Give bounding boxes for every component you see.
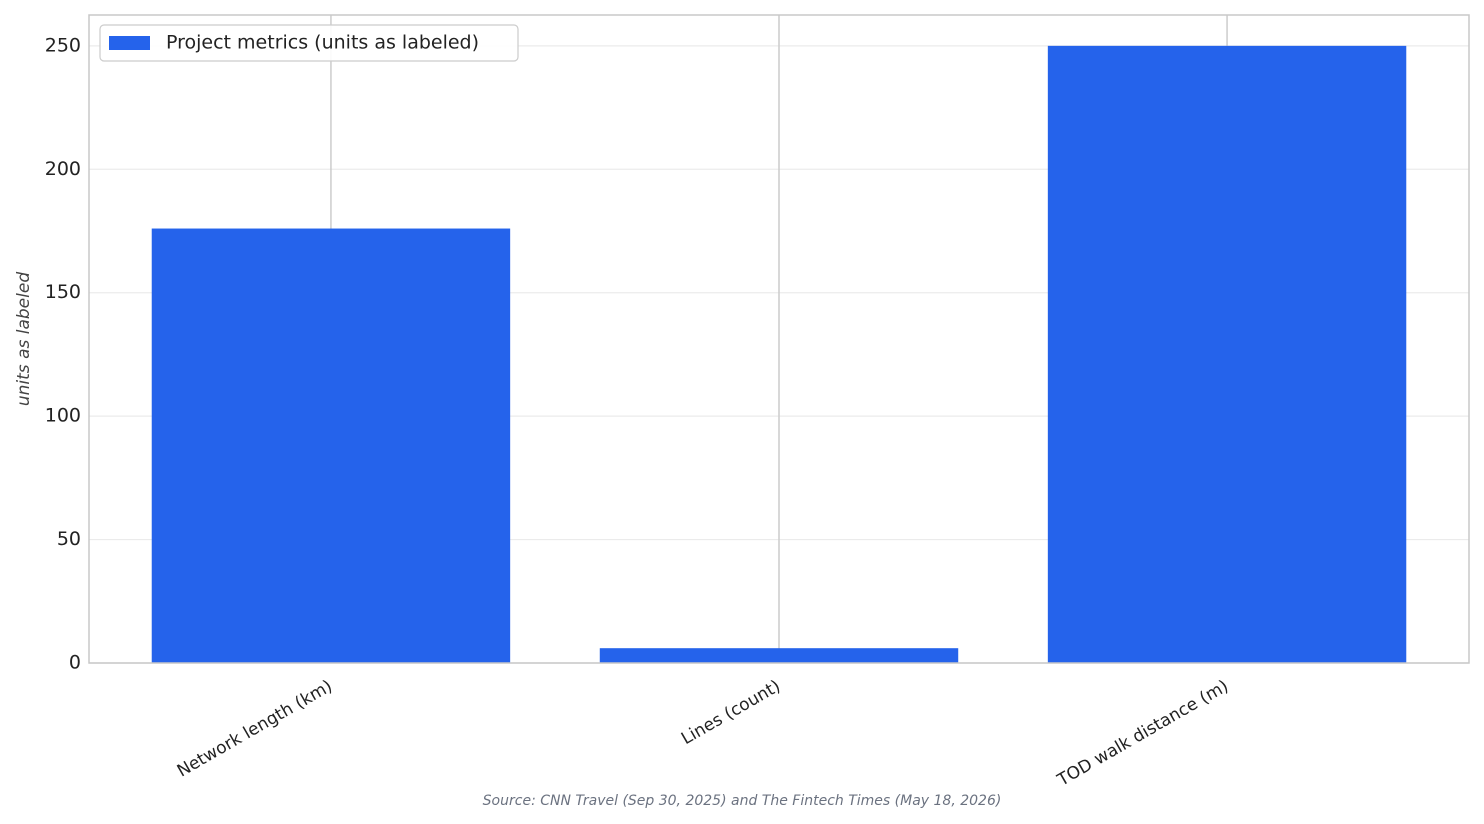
bar	[1047, 45, 1407, 664]
plot-frame	[88, 14, 1470, 664]
legend-box	[99, 24, 519, 62]
legend-label: Project metrics (units as labeled)	[166, 32, 479, 54]
y-tick-label: 50	[57, 528, 81, 550]
y-tick-label: 100	[45, 405, 81, 427]
y-tick-label: 250	[45, 34, 81, 56]
bar	[151, 228, 511, 663]
y-axis-label: units as labeled	[14, 272, 34, 406]
source-note: Source: CNN Travel (Sep 30, 2025) and Th…	[483, 793, 1002, 809]
y-tick-label: 150	[45, 281, 81, 303]
bar	[599, 648, 959, 663]
y-tick-label: 0	[69, 652, 81, 674]
y-tick-label: 200	[45, 158, 81, 180]
legend-swatch	[109, 36, 150, 50]
